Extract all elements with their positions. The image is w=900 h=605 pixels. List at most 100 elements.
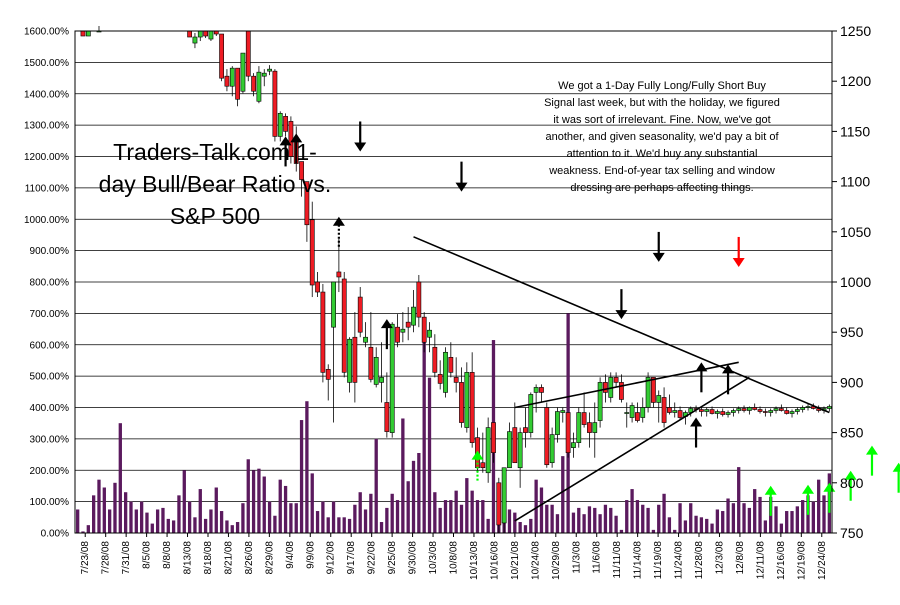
ratio-bar [561,456,565,533]
candle-up [400,312,406,343]
ratio-bar [155,509,160,533]
candle-body [784,410,790,414]
ratio-bar [673,529,677,533]
ratio-bar [241,503,245,533]
ratio-bar [715,509,720,533]
signal-arrow-up [290,133,303,164]
left-tick-label: 900.00% [30,246,70,257]
ratio-bar [550,504,554,533]
x-tick-label: 11/19/08 [653,541,664,580]
candle-body [699,409,704,412]
candle-up [560,407,566,423]
arrow-head [722,364,735,374]
candle-down [544,402,550,468]
x-tick-label: 7/28/08 [101,541,112,575]
candle-down [187,30,192,38]
candle-down [405,307,411,341]
candle-up [464,362,470,433]
candle-up [704,407,710,417]
x-tick-label: 12/16/08 [776,541,787,580]
candle-body [352,336,358,383]
ratio-bar [555,514,560,533]
candle-body [197,30,203,38]
candle-body [533,387,539,393]
candle-down [523,407,528,448]
candle-body [368,346,374,380]
ratio-bar [209,509,213,533]
candle-body [720,411,726,415]
candle-up [597,377,603,428]
ratio-bar [107,509,112,533]
ratio-bar [614,515,618,533]
candle-up [267,65,272,76]
x-tick-label: 8/21/08 [223,541,234,575]
x-tick-label: 12/19/08 [796,541,807,580]
signal-arrow-up [332,216,345,247]
candle-down [368,312,374,383]
left-tick-label: 400.00% [30,403,70,414]
ratio-bar [401,418,405,533]
candle-body [523,427,528,433]
left-tick-label: 800.00% [30,278,70,289]
candle-up [427,322,432,353]
candle-body [619,382,624,400]
ratio-bar [102,487,106,533]
candle-body [667,407,672,413]
signal-arrow-up [380,319,393,350]
candle-down [581,392,587,428]
ratio-bar [118,423,122,533]
ratio-bar [683,520,688,533]
left-tick-label: 1600.00% [24,27,69,38]
signal-arrow-down [652,231,665,262]
chart-title-line-1: Traders-Talk.com 1- [113,139,317,165]
candle-body [443,351,448,393]
x-tick-label: 11/28/08 [694,541,705,580]
ratio-bar [363,509,368,533]
ratio-bar [326,517,330,533]
candle-body [261,72,267,77]
candle-body [245,30,251,77]
ratio-bar [406,481,410,533]
ratio-bar [427,377,432,533]
candle-body [565,412,571,453]
candle-up [411,290,416,333]
candle-down [565,412,571,458]
x-tick-label: 11/11/08 [612,541,623,579]
candle-down [512,402,518,464]
ratio-bar [459,504,464,533]
arrow-head [615,310,628,320]
candle-body [304,181,310,226]
candle-down [432,334,438,378]
candle-up [256,66,262,104]
candle-down [539,384,544,403]
sp500-candles [80,25,832,533]
x-tick-label: 10/8/08 [449,541,460,575]
ratio-bar [747,507,752,533]
x-tick-label: 9/12/08 [326,541,337,575]
candle-body [400,328,406,333]
ratio-bar [123,492,128,533]
arrow-head [290,133,303,143]
ratio-bar [321,501,325,533]
right-tick-label: 1050 [840,224,871,240]
candle-body [299,161,304,180]
ratio-bar [331,501,336,533]
candle-body [325,369,331,380]
x-tick-label: 10/16/08 [489,541,500,580]
arrow-head [764,485,777,495]
candle-down [235,67,240,107]
ratio-bar [76,509,80,533]
ratio-bar [438,507,442,533]
candle-down [395,314,400,348]
ratio-bar [817,479,821,533]
x-tick-label: 11/14/08 [633,541,644,580]
ratio-bar [417,452,421,533]
candle-body [485,427,491,474]
ratio-bar [193,517,197,533]
ratio-bar [721,511,725,533]
ratio-bar [379,522,384,533]
gridlines [75,30,832,503]
x-tick-label: 9/22/08 [367,541,378,575]
ratio-bar [790,511,794,533]
